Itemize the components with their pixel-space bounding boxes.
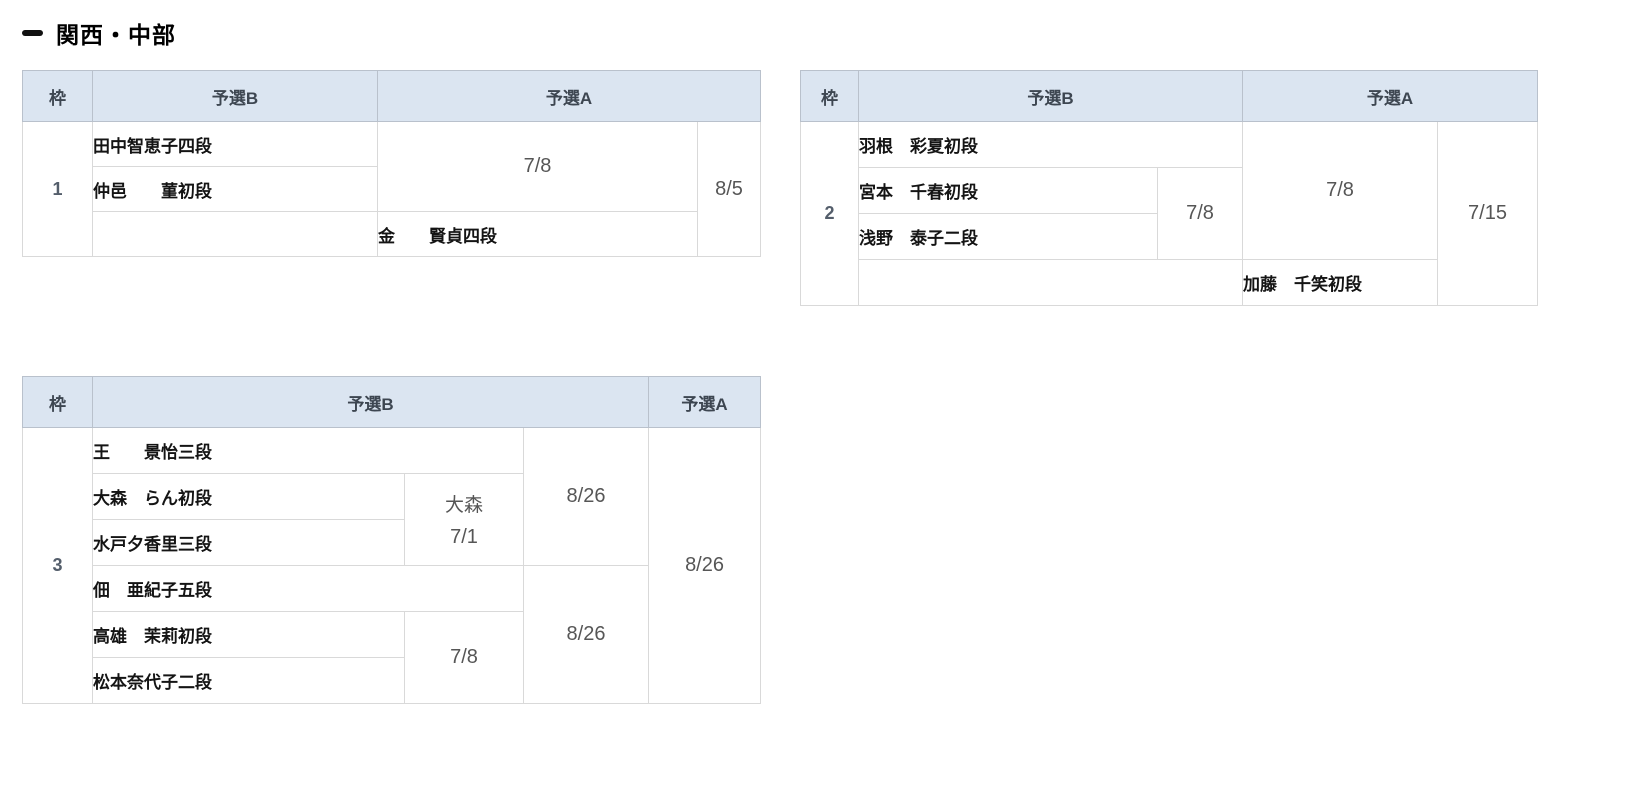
waku-number-cell: 3 (22, 427, 93, 704)
table-row: 浅野 泰子二段 (801, 213, 1538, 260)
player-name-cell: 宮本 千春初段 (858, 167, 1158, 214)
yosen-b-header-cell: 予選B (92, 70, 378, 122)
final-date-cell: 8/26 (522, 565, 650, 704)
player-name-cell: 高雄 茉莉初段 (92, 611, 405, 658)
header-row: 枠 予選B 予選A (22, 376, 762, 428)
player-name-cell: 佃 亜紀子五段 (92, 565, 524, 612)
region-title-label: 関西・中部 (56, 23, 176, 48)
match-date-cell: 7/8 (377, 121, 698, 212)
table-row: 松本奈代子二段 (23, 657, 761, 704)
waku-number-cell: 2 (800, 121, 859, 306)
header-row: 枠 予選B 予選A (800, 70, 1538, 122)
match-date-cell: 7/8 (1242, 121, 1438, 260)
table-row: 2 羽根 彩夏初段 7/8 7/15 (800, 121, 1538, 306)
result-date-cell: 7/15 (1437, 121, 1538, 306)
seeded-player-cell: 金 賢貞四段 (377, 211, 698, 257)
section-title: 関西・中部 (22, 16, 176, 50)
waku-header-cell: 枠 (22, 70, 93, 122)
seeded-player-cell: 加藤 千笑初段 (1242, 259, 1438, 306)
result-date-cell: 8/5 (697, 121, 761, 257)
table-row: 3 王 景怡三段 8/26 8/26 (22, 427, 762, 704)
player-name-cell: 王 景怡三段 (92, 427, 524, 474)
table-row: 1 田中智恵子四段 7/8 8/5 (22, 121, 761, 257)
winner-date-cell: 大森 7/1 (404, 473, 524, 566)
match-date-cell: 7/8 (1157, 167, 1243, 260)
section-dash-icon (22, 30, 43, 36)
player-name-cell: 仲邑 菫初段 (92, 166, 378, 212)
player-name-cell: 松本奈代子二段 (92, 657, 405, 704)
table-row: 加藤 千笑初段 (801, 259, 1538, 306)
match-date-label: 7/1 (450, 526, 478, 548)
header-row: 枠 予選B 予選A (22, 70, 761, 122)
player-name-cell: 羽根 彩夏初段 (858, 121, 1243, 168)
yosen-a-header-cell: 予選A (377, 70, 761, 122)
bracket-block-1: 枠 予選B 予選A 1 田中智恵子四段 7/8 8/5 仲邑 菫初段 金 賢貞四… (22, 70, 761, 257)
table-row: 水戸夕香里三段 (23, 519, 761, 566)
empty-cell (92, 211, 378, 257)
yosen-a-header-cell: 予選A (648, 376, 762, 428)
table-row: 仲邑 菫初段 (23, 166, 761, 212)
table-row: 宮本 千春初段 7/8 (801, 167, 1538, 260)
waku-header-cell: 枠 (22, 376, 93, 428)
waku-number-cell: 1 (22, 121, 93, 257)
player-name-cell: 田中智恵子四段 (92, 121, 378, 167)
match-date-cell: 7/8 (404, 611, 524, 704)
player-name-cell: 浅野 泰子二段 (858, 213, 1158, 260)
player-name-cell: 水戸夕香里三段 (92, 519, 405, 566)
waku-header-cell: 枠 (800, 70, 859, 122)
yosen-a-header-cell: 予選A (1242, 70, 1538, 122)
winner-name-label: 大森 (444, 495, 483, 516)
final-date-cell: 8/26 (522, 427, 650, 566)
table-row: 佃 亜紀子五段 8/26 (23, 565, 761, 704)
table-row: 金 賢貞四段 (23, 211, 761, 257)
yosen-b-header-cell: 予選B (858, 70, 1243, 122)
yosen-b-header-cell: 予選B (91, 376, 650, 428)
empty-cell (858, 259, 1243, 306)
result-date-cell: 8/26 (648, 427, 762, 704)
bracket-block-3: 枠 予選B 予選A 3 王 景怡三段 8/26 8/26 大森 らん初段 大森 … (22, 376, 762, 704)
bracket-block-2: 枠 予選B 予選A 2 羽根 彩夏初段 7/8 7/15 宮本 千春初段 7/8… (800, 70, 1538, 306)
player-name-cell: 大森 らん初段 (92, 473, 405, 520)
